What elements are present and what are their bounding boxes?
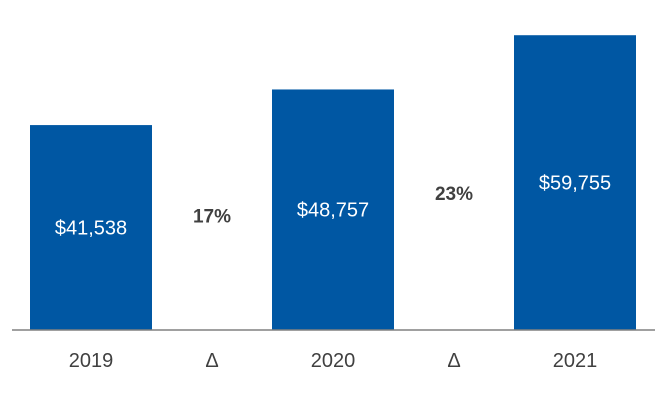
x-tick-label-1: Δ — [205, 350, 218, 372]
x-tick-label-3: Δ — [447, 350, 460, 372]
labels-group: $41,538 17% $48,757 23% $59,755 — [55, 173, 611, 240]
bar-value-label-2021: $59,755 — [539, 173, 611, 195]
x-tick-label-2: 2020 — [311, 350, 356, 372]
x-tick-labels: 2019 Δ 2020 Δ 2021 — [69, 350, 598, 372]
bars-group — [30, 35, 636, 331]
bar-2019 — [30, 125, 152, 331]
x-tick-label-0: 2019 — [69, 350, 114, 372]
delta-label-1: 17% — [193, 207, 231, 228]
bar-2021 — [514, 35, 636, 330]
delta-label-3: 23% — [435, 184, 473, 205]
bar-value-label-2019: $41,538 — [55, 218, 127, 240]
bar-value-label-2020: $48,757 — [297, 200, 369, 222]
x-tick-label-4: 2021 — [553, 350, 598, 372]
bar-2020 — [272, 89, 394, 330]
